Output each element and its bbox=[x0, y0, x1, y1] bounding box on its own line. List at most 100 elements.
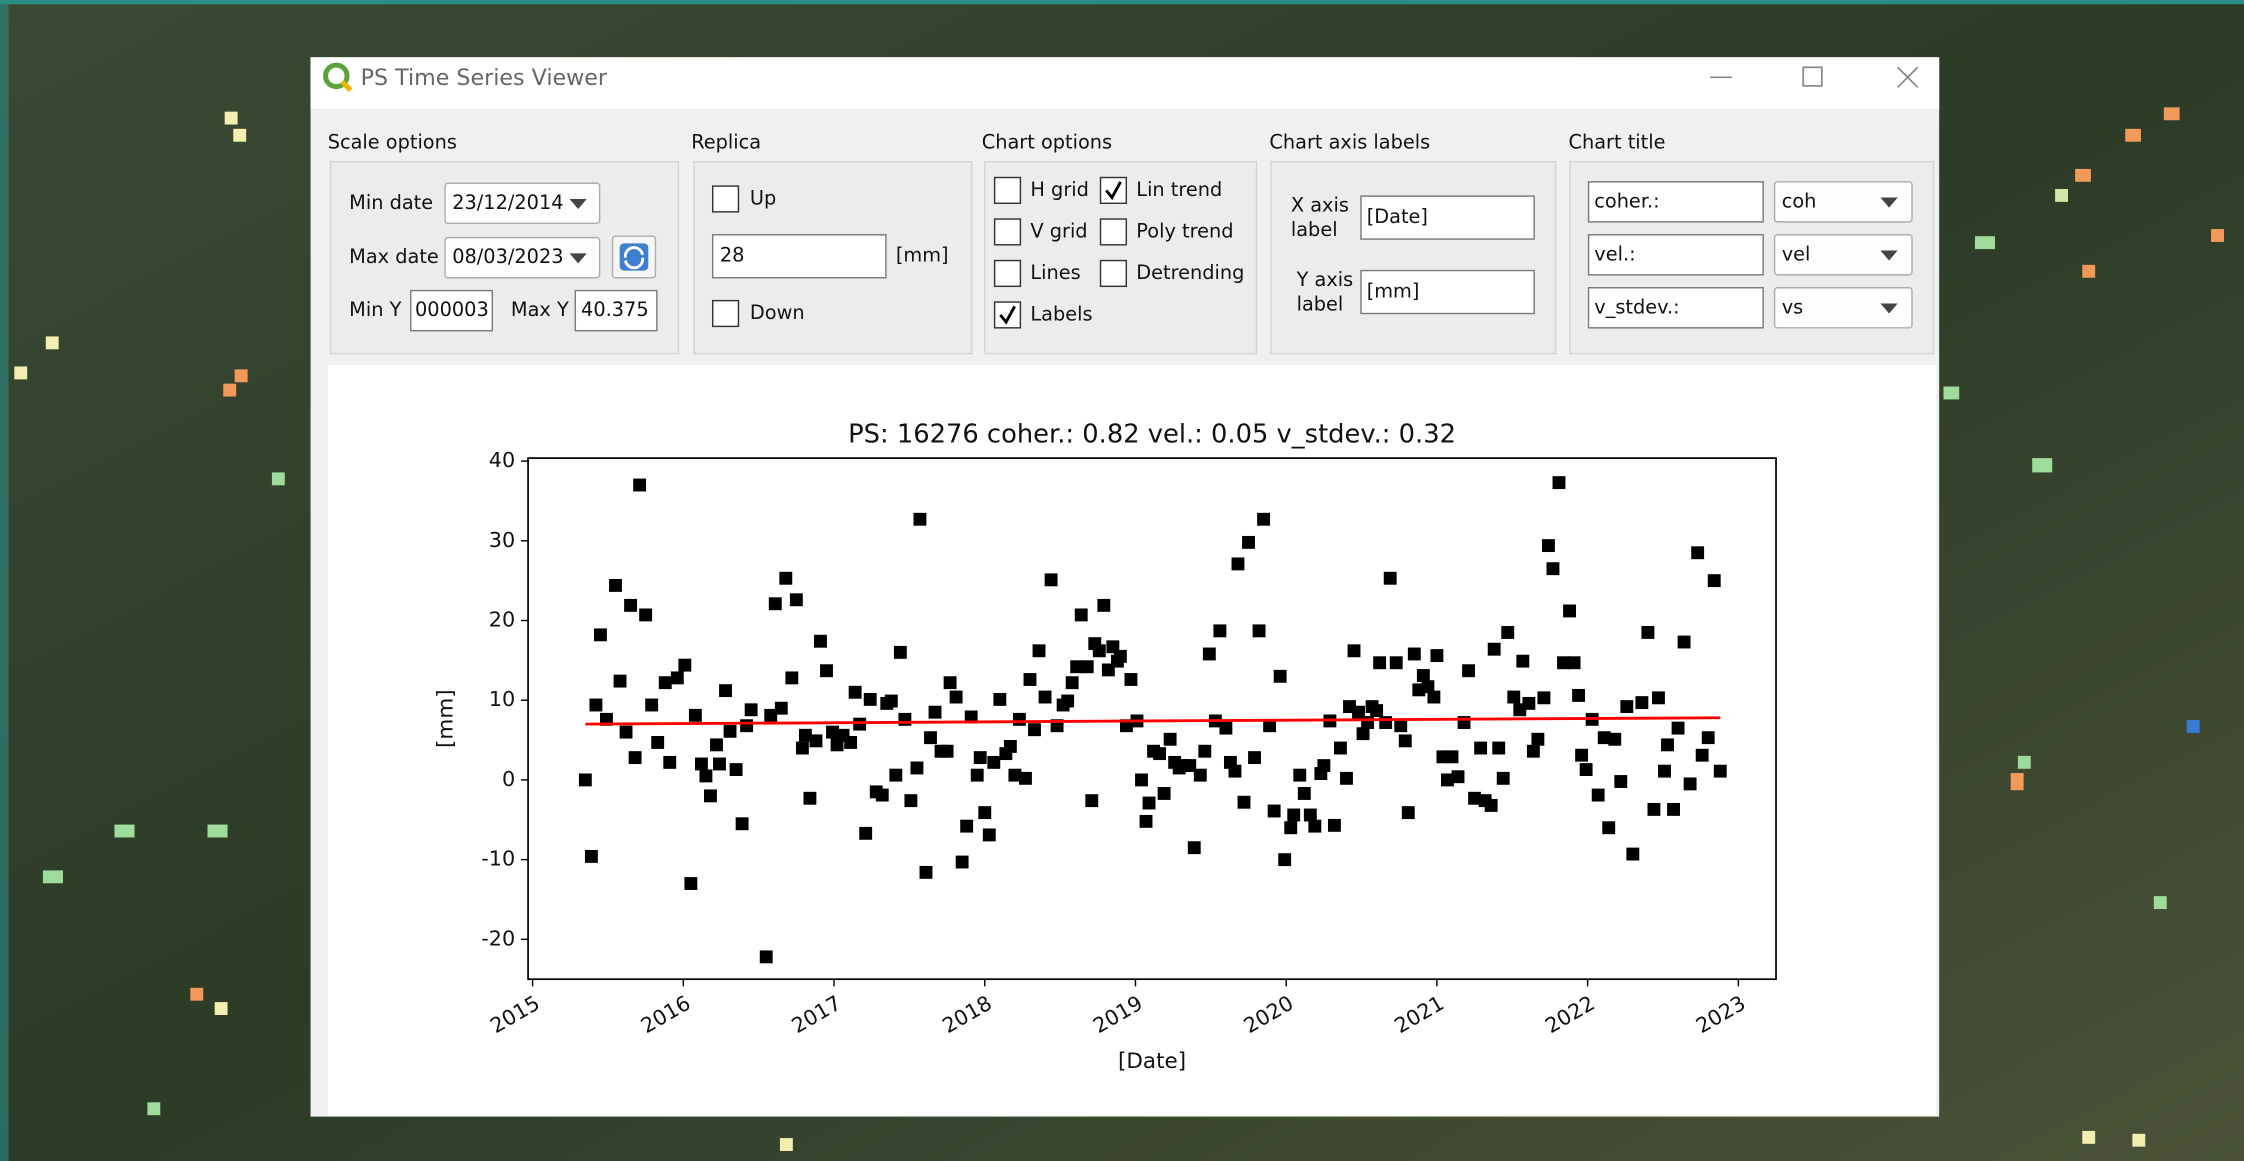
title-text: coher.: bbox=[1594, 189, 1659, 212]
y-tick-label: 20 bbox=[489, 608, 515, 632]
checkbox-label: H grid bbox=[1030, 178, 1088, 201]
min-date: 23/12/2014 bbox=[452, 191, 563, 214]
point bbox=[1097, 599, 1110, 612]
checkbox-label: Up bbox=[750, 186, 776, 209]
point bbox=[993, 693, 1006, 706]
point bbox=[1608, 733, 1621, 746]
point bbox=[745, 703, 758, 716]
y-tick-label: 40 bbox=[489, 448, 515, 472]
point bbox=[1507, 691, 1520, 704]
point bbox=[859, 827, 872, 840]
field-label: Min date bbox=[349, 191, 433, 214]
point bbox=[1308, 820, 1321, 833]
point bbox=[1462, 664, 1475, 677]
point bbox=[1135, 773, 1148, 786]
point bbox=[730, 763, 743, 776]
point bbox=[1348, 644, 1361, 657]
point bbox=[1516, 655, 1529, 668]
point bbox=[1328, 819, 1341, 832]
point bbox=[1575, 749, 1588, 762]
point bbox=[1531, 733, 1544, 746]
group-title: Chart options bbox=[982, 131, 1112, 154]
point bbox=[1125, 673, 1138, 686]
point bbox=[1497, 772, 1510, 785]
point bbox=[1696, 749, 1709, 762]
checkbox-label: Detrending bbox=[1136, 261, 1244, 284]
point bbox=[1691, 546, 1704, 559]
point bbox=[1474, 742, 1487, 755]
max-y: 40.375 bbox=[581, 298, 649, 321]
point bbox=[1370, 704, 1383, 717]
point bbox=[659, 676, 672, 689]
checkbox-label: Lin trend bbox=[1136, 178, 1222, 201]
point bbox=[1024, 673, 1037, 686]
min-y: 000003 bbox=[415, 298, 489, 321]
point bbox=[1384, 572, 1397, 585]
point bbox=[684, 877, 697, 890]
checkbox[interactable] bbox=[995, 261, 1021, 287]
point bbox=[885, 695, 898, 708]
point bbox=[1164, 733, 1177, 746]
title-choice: vs bbox=[1782, 295, 1803, 318]
point bbox=[1357, 727, 1370, 740]
checkbox[interactable] bbox=[995, 302, 1021, 328]
checkbox[interactable] bbox=[995, 219, 1021, 245]
point bbox=[1013, 713, 1026, 726]
point bbox=[1248, 751, 1261, 764]
checkbox[interactable] bbox=[713, 301, 739, 327]
point bbox=[1158, 787, 1171, 800]
point bbox=[1390, 656, 1403, 669]
point bbox=[710, 738, 723, 751]
point bbox=[1379, 716, 1392, 729]
point bbox=[1298, 787, 1311, 800]
point bbox=[1033, 644, 1046, 657]
checkbox[interactable] bbox=[1101, 219, 1127, 245]
checkbox[interactable] bbox=[713, 186, 739, 212]
checkbox[interactable] bbox=[1101, 261, 1127, 287]
point bbox=[1274, 670, 1287, 683]
point bbox=[1667, 803, 1680, 816]
point bbox=[1702, 731, 1715, 744]
point bbox=[1430, 649, 1443, 662]
point bbox=[904, 794, 917, 807]
group-title: Scale options bbox=[328, 131, 457, 154]
point bbox=[719, 684, 732, 697]
point bbox=[1592, 789, 1605, 802]
page: { "window": {"title": "PS Time Series Vi… bbox=[0, 0, 2244, 1161]
unit-label: [mm] bbox=[896, 244, 949, 267]
point bbox=[1238, 796, 1251, 809]
point bbox=[1004, 740, 1017, 753]
point bbox=[1361, 716, 1374, 729]
point bbox=[1284, 821, 1297, 834]
point bbox=[624, 599, 637, 612]
point bbox=[1061, 695, 1074, 708]
checkbox-label: Lines bbox=[1030, 261, 1080, 284]
point bbox=[1452, 770, 1465, 783]
point bbox=[1317, 759, 1330, 772]
point bbox=[1229, 765, 1242, 778]
point bbox=[1019, 772, 1032, 785]
point bbox=[1580, 763, 1593, 776]
point bbox=[956, 856, 969, 869]
point bbox=[1045, 573, 1058, 586]
checkbox[interactable] bbox=[995, 178, 1021, 204]
point bbox=[1093, 644, 1106, 657]
checkbox-label: Down bbox=[750, 301, 805, 324]
point bbox=[1488, 643, 1501, 656]
point bbox=[790, 593, 803, 606]
point bbox=[1373, 656, 1386, 669]
point bbox=[1257, 513, 1270, 526]
refresh-icon bbox=[620, 243, 649, 270]
point bbox=[736, 817, 749, 830]
point bbox=[920, 866, 933, 879]
checkbox-label: V grid bbox=[1030, 219, 1087, 242]
checkbox[interactable] bbox=[1101, 178, 1127, 204]
point bbox=[1417, 669, 1430, 682]
point bbox=[1714, 765, 1727, 778]
group-title: Replica bbox=[691, 131, 761, 154]
field-label: Max Y bbox=[511, 298, 569, 321]
point bbox=[1572, 689, 1585, 702]
point bbox=[924, 731, 937, 744]
point bbox=[876, 789, 889, 802]
point bbox=[639, 608, 652, 621]
